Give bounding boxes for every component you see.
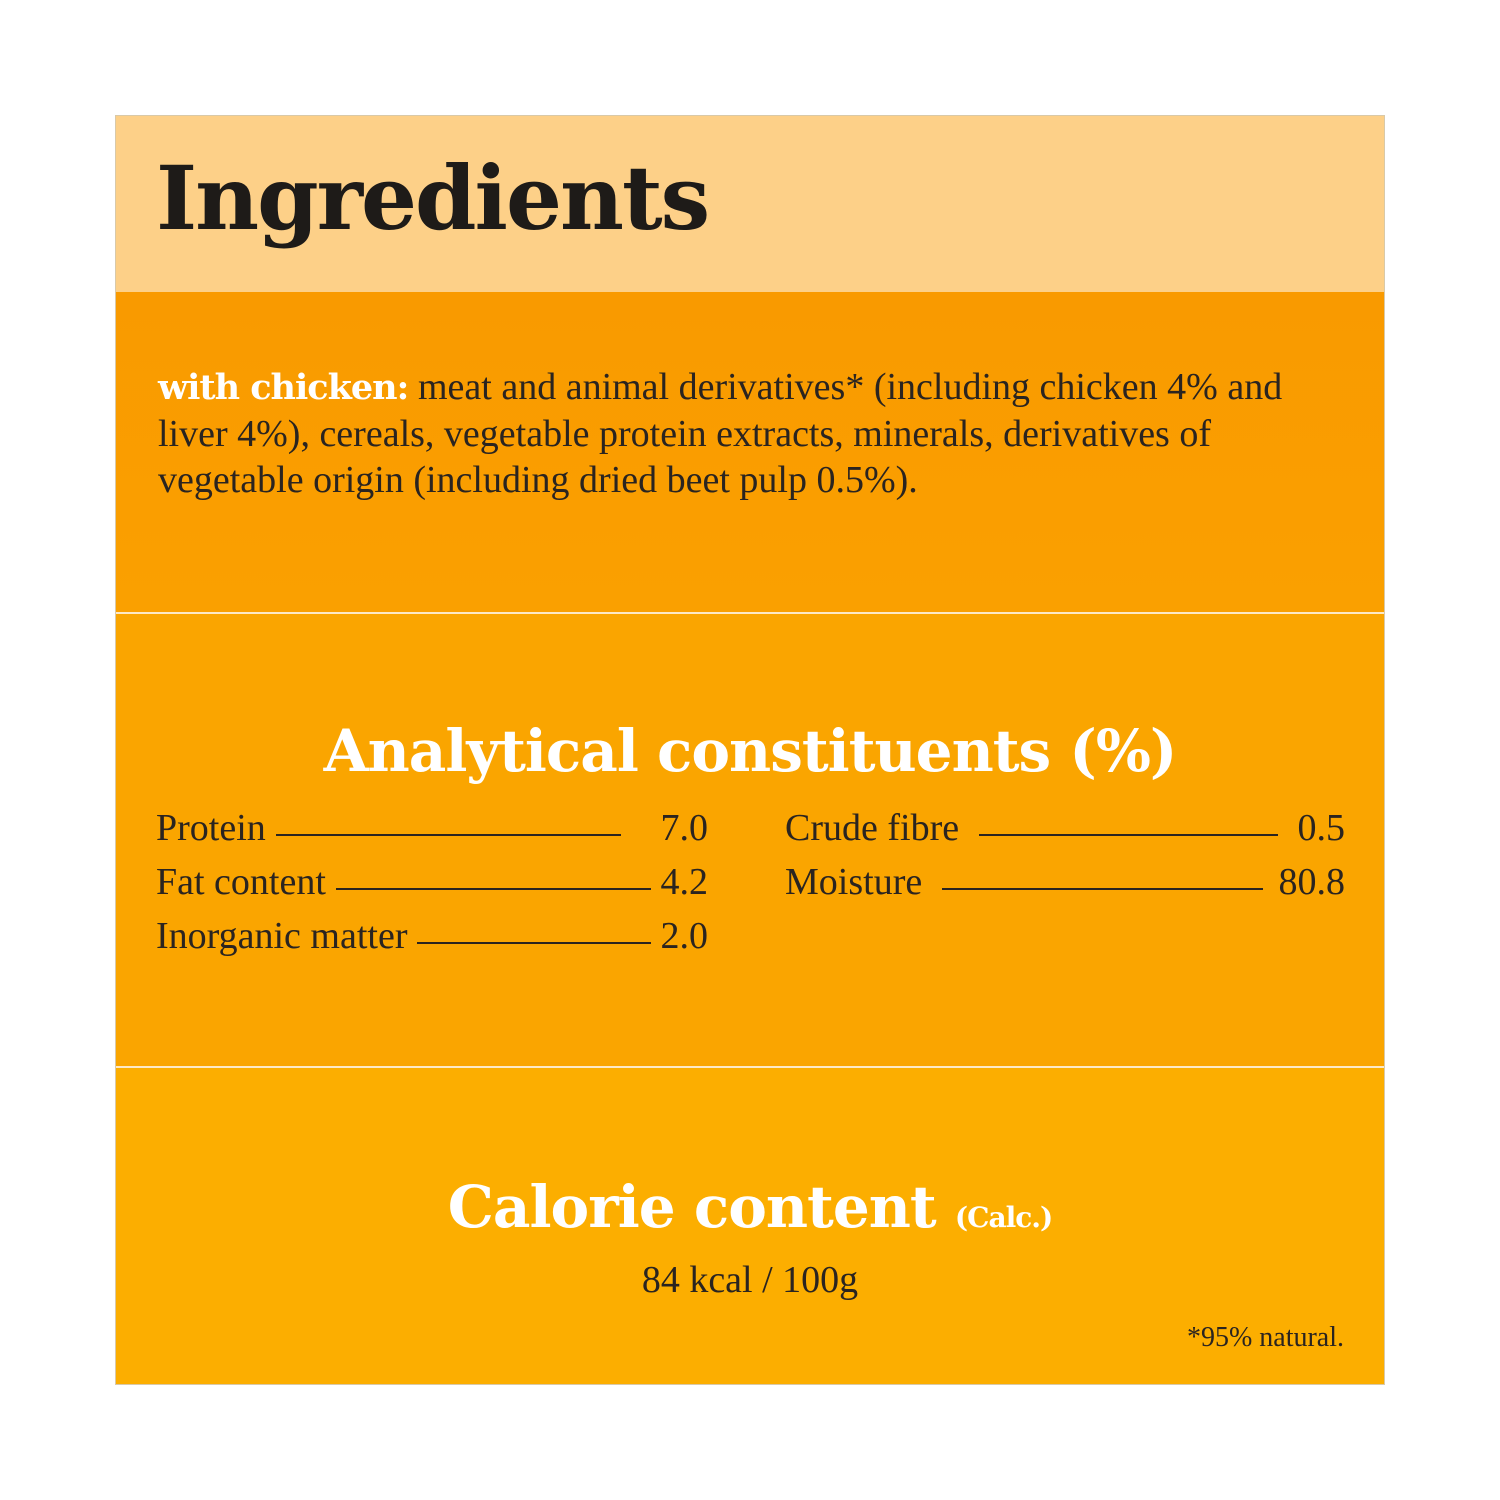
constituent-value: 7.0 xyxy=(660,807,709,849)
ingredients-text: with chicken: meat and animal derivative… xyxy=(158,364,1358,503)
leader-line xyxy=(335,888,651,890)
calorie-heading-text: Calorie content xyxy=(447,1173,937,1241)
constituent-value: 4.2 xyxy=(660,861,709,903)
leader-line xyxy=(979,834,1278,836)
analytical-section: Analytical constituents (%) Protein 7.0 F… xyxy=(116,614,1384,1068)
constituent-value: 0.5 xyxy=(1297,807,1346,849)
constituent-label: Fat content xyxy=(156,861,326,903)
constituent-row: Crude fibre 0.5 xyxy=(785,806,1345,852)
footnote: *95% natural. xyxy=(1186,1322,1344,1353)
constituent-label: Inorganic matter xyxy=(156,915,408,957)
nutrition-panel: Ingredients with chicken: meat and anima… xyxy=(116,116,1384,1384)
constituent-label: Protein xyxy=(156,807,266,849)
constituent-value: 80.8 xyxy=(1278,861,1346,903)
constituent-row: Moisture 80.8 xyxy=(785,860,1345,906)
page-title: Ingredients xyxy=(156,146,710,250)
header-band: Ingredients xyxy=(116,116,1384,292)
leader-line xyxy=(942,888,1263,890)
calorie-qualifier: (Calc.) xyxy=(954,1201,1053,1234)
calorie-heading: Calorie content (Calc.) xyxy=(116,1178,1384,1236)
analytical-heading: Analytical constituents (%) xyxy=(323,717,1178,785)
variant-label: with chicken: xyxy=(158,367,409,408)
leader-line xyxy=(275,834,621,836)
leader-line xyxy=(417,942,651,944)
constituent-label: Moisture xyxy=(785,861,923,903)
constituent-row: Fat content 4.2 xyxy=(156,860,708,906)
constituent-value: 2.0 xyxy=(660,915,709,957)
ingredients-section: with chicken: meat and animal derivative… xyxy=(116,292,1384,614)
calorie-section: Calorie content (Calc.) 84 kcal / 100g *… xyxy=(116,1068,1384,1384)
calorie-value: 84 kcal / 100g xyxy=(641,1259,859,1301)
ingredients-list: meat and animal derivatives* (including … xyxy=(158,366,1283,501)
constituent-row: Inorganic matter 2.0 xyxy=(156,914,708,960)
constituent-label: Crude fibre xyxy=(785,807,960,849)
constituent-row: Protein 7.0 xyxy=(156,806,708,852)
